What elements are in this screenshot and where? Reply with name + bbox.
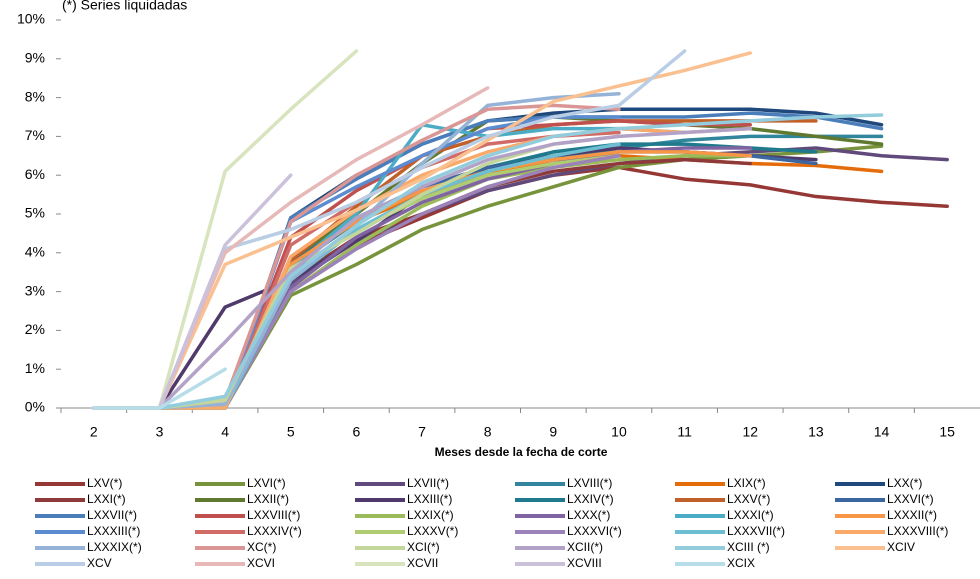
x-tick-label: 3 xyxy=(156,424,164,440)
legend-label: LXXX(*) xyxy=(567,508,610,522)
legend-label: LXVI(*) xyxy=(247,476,286,490)
legend-label: LXXVIII(*) xyxy=(247,508,300,522)
y-tick-label: 6% xyxy=(25,166,45,182)
y-tick-label: 1% xyxy=(25,360,45,376)
legend-label: LXXVII(*) xyxy=(87,508,137,522)
legend-label: LXXII(*) xyxy=(247,492,289,506)
legend-label: LXXV(*) xyxy=(727,492,770,506)
series-line xyxy=(92,51,752,410)
x-tick-label: 2 xyxy=(90,424,98,440)
legend-label: LXXIV(*) xyxy=(567,492,614,506)
legend-label: XCVI xyxy=(247,556,275,570)
series-line xyxy=(92,150,752,410)
legend-label: XCIII (*) xyxy=(727,540,770,554)
legend-label: XCV xyxy=(87,556,112,570)
series-line xyxy=(92,154,621,410)
x-axis-label: Meses desde la fecha de corte xyxy=(435,445,608,459)
series-line xyxy=(92,126,752,410)
legend-label: LXVII(*) xyxy=(407,476,449,490)
x-tick-label: 4 xyxy=(221,424,229,440)
chart-title: (*) Series liquidadas xyxy=(62,0,187,13)
x-tick-label: 9 xyxy=(549,424,557,440)
legend-label: LXXXI(*) xyxy=(727,508,774,522)
series-line xyxy=(92,113,884,410)
legend-label: XC(*) xyxy=(247,540,276,554)
legend-label: LXXXVIII(*) xyxy=(887,524,948,538)
legend-label: LXXXVI(*) xyxy=(567,524,622,538)
y-tick-label: 0% xyxy=(25,399,45,415)
legend-label: LXXXV(*) xyxy=(407,524,458,538)
legend-label: LXXIX(*) xyxy=(407,508,454,522)
x-tick-label: 10 xyxy=(611,424,627,440)
legend-label: XCVII xyxy=(407,556,438,570)
legend-label: LXXXII(*) xyxy=(887,508,937,522)
y-tick-label: 10% xyxy=(17,11,45,27)
legend-label: LXXXIII(*) xyxy=(87,524,140,538)
series-line xyxy=(92,142,621,410)
series-line xyxy=(92,154,621,410)
x-tick-label: 6 xyxy=(352,424,360,440)
legend-label: LXIX(*) xyxy=(727,476,766,490)
y-tick-label: 9% xyxy=(25,50,45,66)
legend-label: XCVIII xyxy=(567,556,602,570)
x-tick-label: 13 xyxy=(808,424,824,440)
y-tick-label: 7% xyxy=(25,127,45,143)
x-tick-label: 12 xyxy=(742,424,758,440)
x-tick-label: 7 xyxy=(418,424,426,440)
legend-label: LXXXIX(*) xyxy=(87,540,142,554)
legend-label: LXX(*) xyxy=(887,476,922,490)
legend-label: LXXI(*) xyxy=(87,492,126,506)
legend-label: XCIX xyxy=(727,556,755,570)
x-tick-label: 11 xyxy=(677,424,692,440)
y-tick-label: 4% xyxy=(25,244,45,260)
legend-label: LXXIII(*) xyxy=(407,492,452,506)
y-tick-label: 8% xyxy=(25,88,45,104)
y-tick-label: 3% xyxy=(25,282,45,298)
legend-label: LXXXIV(*) xyxy=(247,524,302,538)
series-line xyxy=(92,367,227,410)
series-line xyxy=(92,126,752,410)
legend-label: LXXVI(*) xyxy=(887,492,934,506)
x-tick-label: 8 xyxy=(484,424,492,440)
x-tick-label: 5 xyxy=(287,424,295,440)
legend-label: LXVIII(*) xyxy=(567,476,612,490)
series-line xyxy=(92,134,884,410)
legend-label: LXXXVII(*) xyxy=(727,524,785,538)
legend-label: XCI(*) xyxy=(407,540,440,554)
y-tick-label: 5% xyxy=(25,205,45,221)
x-tick-label: 14 xyxy=(874,424,890,440)
legend-label: LXV(*) xyxy=(87,476,122,490)
y-tick-label: 2% xyxy=(25,321,45,337)
x-tick-label: 15 xyxy=(939,424,955,440)
legend-label: XCIV xyxy=(887,540,915,554)
legend-label: XCII(*) xyxy=(567,540,603,554)
